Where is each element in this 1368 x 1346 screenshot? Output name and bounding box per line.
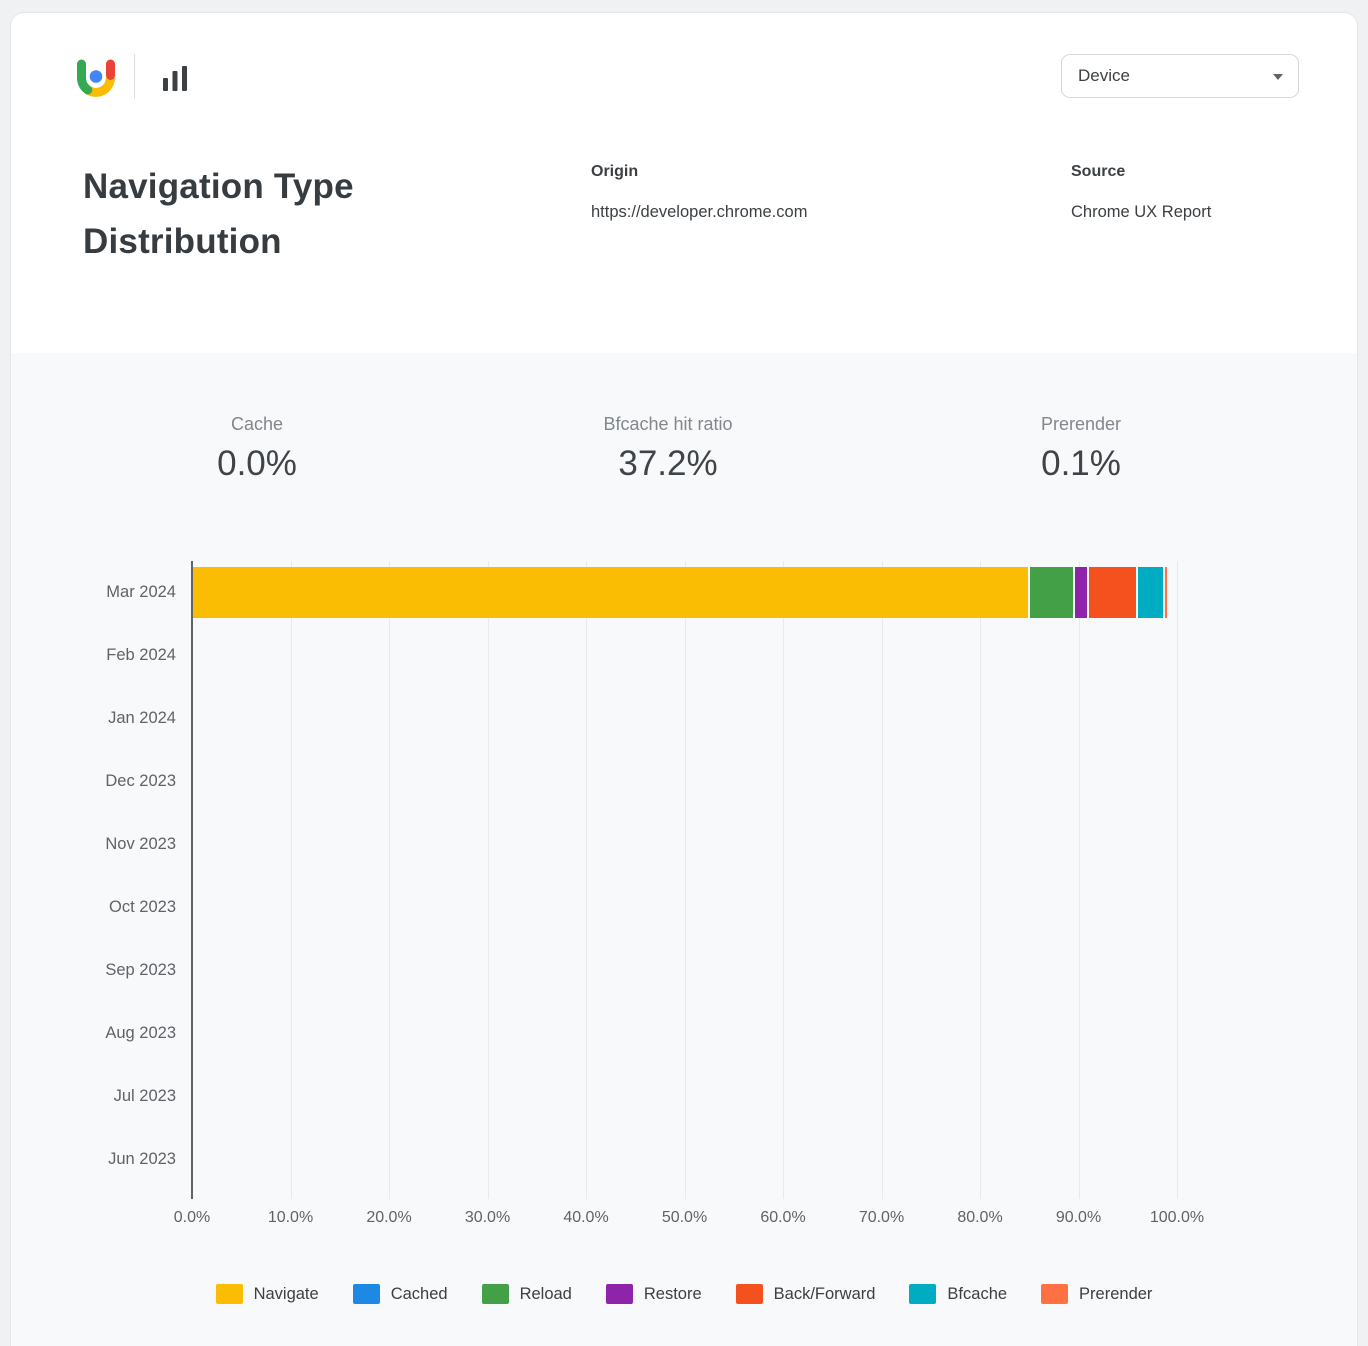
metric-bfcache-label: Bfcache hit ratio (603, 414, 733, 434)
legend-label: Bfcache (947, 1285, 1008, 1303)
legend-item-restore[interactable]: Restore (605, 1284, 702, 1304)
x-tick-label: 40.0% (563, 1209, 609, 1226)
origin-value: https://developer.chrome.com (591, 203, 808, 221)
report-section (11, 353, 1357, 1346)
bar-row (192, 1071, 1177, 1122)
legend-swatch (1041, 1284, 1069, 1304)
gridline (487, 561, 489, 1199)
bar-row (192, 693, 1177, 744)
y-axis-line (191, 561, 193, 1199)
y-axis-label: Dec 2023 (105, 772, 176, 790)
x-tick-label: 20.0% (366, 1209, 412, 1226)
source-value: Chrome UX Report (1071, 203, 1212, 221)
report-card: Device Navigation Type Distribution Orig… (10, 12, 1358, 1346)
source-label: Source (1071, 163, 1126, 180)
device-dropdown[interactable]: Device (1061, 54, 1299, 98)
y-axis-label: Feb 2024 (106, 646, 176, 664)
y-axis-label: Sep 2023 (105, 961, 176, 979)
gridline (684, 561, 686, 1199)
y-axis-label: Jun 2023 (108, 1150, 176, 1168)
legend-swatch (352, 1284, 380, 1304)
legend-swatch (481, 1284, 509, 1304)
bar-segment-prerender[interactable] (1165, 567, 1167, 618)
bar-row (192, 882, 1177, 933)
legend-swatch (735, 1284, 763, 1304)
y-axis-labels: Mar 2024 Feb 2024 Jan 2024 Dec 2023 Nov 2023… (11, 561, 176, 1191)
bar-row (192, 756, 1177, 807)
bar-row (192, 1134, 1177, 1185)
chart-legend: Navigate Cached Reload Restore Back/Forward B… (11, 1284, 1357, 1304)
legend-item-reload[interactable]: Reload (481, 1284, 572, 1304)
legend-label: Navigate (253, 1285, 319, 1303)
gridline (290, 561, 292, 1199)
gridline (586, 561, 587, 1199)
y-axis-label: Jan 2024 (108, 709, 176, 727)
metric-cache-label: Cache (230, 414, 284, 434)
y-axis-label: Jul 2023 (113, 1087, 176, 1105)
gridline (783, 561, 784, 1199)
bar-row (192, 567, 1177, 618)
x-tick-label: 10.0% (267, 1209, 314, 1226)
x-tick-label: 90.0% (1055, 1209, 1102, 1226)
chevron-down-icon (1273, 74, 1283, 80)
x-tick-label: 50.0% (661, 1209, 708, 1226)
metric-prerender-value: 0.1% (1041, 444, 1121, 483)
bar-chart-icon (163, 66, 187, 91)
legend-swatch (909, 1284, 937, 1304)
gridline (980, 561, 981, 1199)
bar-row (192, 945, 1177, 996)
gridline (389, 561, 390, 1199)
bar-row (192, 630, 1177, 681)
x-tick-label: 60.0% (760, 1209, 806, 1226)
legend-label: Restore (643, 1285, 702, 1303)
x-tick-label: 100.0% (1149, 1209, 1205, 1226)
bar-segment-restore[interactable] (1074, 567, 1088, 618)
bar-segment-back-forward[interactable] (1089, 567, 1136, 618)
bar-segment-reload[interactable] (1030, 567, 1073, 618)
x-tick-label: 30.0% (464, 1209, 511, 1226)
legend-item-back-forward[interactable]: Back/Forward (735, 1284, 876, 1304)
metric-bfcache-value: 37.2% (618, 444, 718, 483)
bar-segment-bfcache[interactable] (1137, 567, 1164, 618)
legend-item-bfcache[interactable]: Bfcache (909, 1284, 1007, 1304)
x-tick-label: 0.0% (173, 1209, 211, 1226)
gridline (1177, 561, 1178, 1199)
legend-item-prerender[interactable]: Prerender (1041, 1284, 1152, 1304)
metric-bfcache-hit-ratio: Bfcache hit ratio 37.2% (508, 413, 828, 485)
device-dropdown-value: Device (1078, 66, 1130, 85)
legend-item-cached[interactable]: Cached (352, 1284, 448, 1304)
legend-label: Cached (390, 1285, 448, 1303)
x-tick-label: 80.0% (957, 1209, 1003, 1226)
bar-segment-navigate[interactable] (192, 567, 1029, 618)
legend-item-navigate[interactable]: Navigate (215, 1284, 319, 1304)
legend-swatch (215, 1284, 243, 1304)
y-axis-label: Nov 2023 (105, 835, 176, 853)
bar-row (192, 1008, 1177, 1059)
header-divider (134, 54, 135, 99)
y-axis-label: Aug 2023 (105, 1024, 176, 1042)
plot-area: 0.0% 10.0% 20.0% 30.0% 40.0% 50.0% 60.0% 70.0% 8… (174, 561, 1204, 1226)
metric-prerender: Prerender 0.1% (921, 413, 1241, 485)
legend-label: Reload (519, 1285, 572, 1303)
gridline (1078, 561, 1080, 1199)
y-axis-label: Mar 2024 (106, 583, 176, 601)
legend-label: Back/Forward (773, 1285, 876, 1303)
y-axis-label: Oct 2023 (109, 898, 176, 916)
crux-logo-icon (77, 59, 115, 97)
legend-label: Prerender (1079, 1285, 1153, 1303)
legend-swatch (605, 1284, 633, 1304)
gridline (881, 561, 883, 1199)
metric-cache: Cache 0.0% (97, 413, 417, 485)
metric-cache-value: 0.0% (217, 444, 297, 483)
bar-row (192, 819, 1177, 870)
x-tick-label: 70.0% (858, 1209, 905, 1226)
metric-prerender-label: Prerender (1040, 414, 1122, 434)
origin-label: Origin (591, 163, 639, 180)
page-title: Navigation Type Distribution (83, 167, 354, 261)
